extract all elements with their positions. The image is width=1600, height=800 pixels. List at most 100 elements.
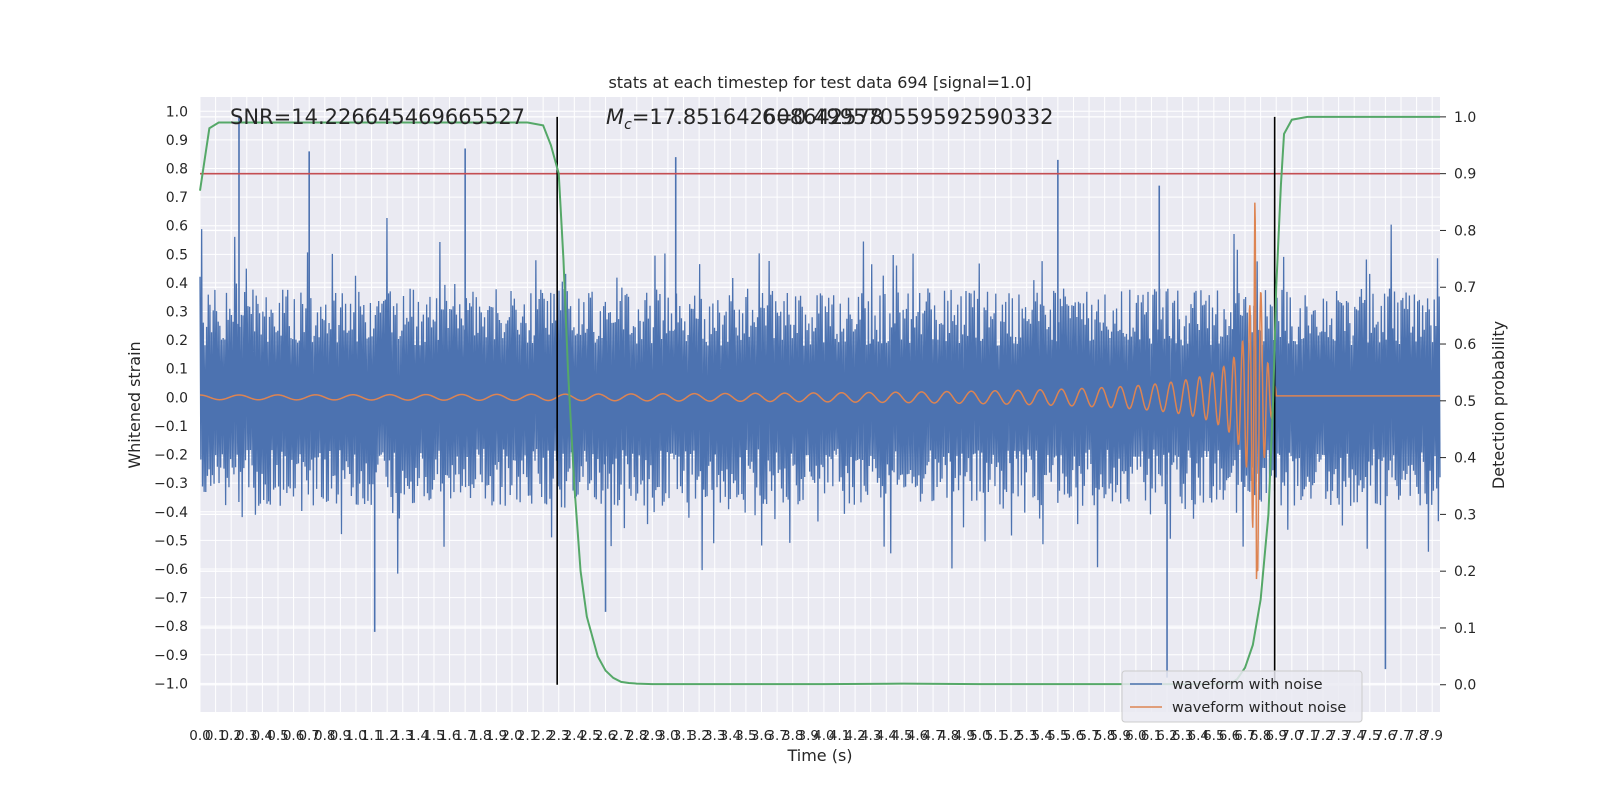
x-tick-label: 4.7: [922, 728, 943, 744]
x-tick-label: 5.0: [969, 728, 990, 744]
x-tick-label: 4.8: [938, 728, 959, 744]
x-tick-label: 3.5: [735, 728, 756, 744]
x-tick-label: 1.9: [486, 728, 507, 744]
chirp-mass-annotation: Mc=17.851642608642578: [606, 105, 883, 133]
x-tick-label: 2.7: [610, 728, 631, 744]
x-tick-label: 4.2: [844, 728, 865, 744]
y-tick-label: 0.7: [166, 190, 188, 206]
x-tick-label: 0.7: [298, 728, 319, 744]
y-tick-label: −0.4: [154, 505, 188, 521]
x-tick-label: 2.4: [564, 728, 585, 744]
y-tick-label: −0.5: [154, 533, 188, 549]
x-tick-label: 0.3: [236, 728, 257, 744]
x-tick-label: 5.3: [1016, 728, 1037, 744]
y-tick-label: 0.4: [166, 276, 188, 292]
x-tick-label: 2.0: [501, 728, 522, 744]
chirp-mass-subscript: c: [624, 117, 632, 133]
x-tick-label: 7.7: [1390, 728, 1411, 744]
x-tick-label: 5.6: [1063, 728, 1084, 744]
x-tick-label: 3.7: [766, 728, 787, 744]
chirp-mass-value: =17.851642608642578: [632, 105, 883, 129]
x-tick-label: 0.6: [283, 728, 304, 744]
legend: waveform with noise waveform without noi…: [1121, 670, 1363, 723]
x-tick-label: 7.6: [1375, 728, 1396, 744]
y-tick-label: −0.3: [154, 476, 188, 492]
y-tick-label: −1.0: [154, 676, 188, 692]
x-tick-label: 4.4: [876, 728, 897, 744]
x-tick-label: 3.6: [751, 728, 772, 744]
x-tick-label: 6.5: [1203, 728, 1224, 744]
chart-title: stats at each timestep for test data 694…: [608, 73, 1031, 92]
x-tick-label: 0.8: [314, 728, 335, 744]
y2-tick-label: 0.3: [1454, 507, 1476, 523]
x-tick-label: 3.4: [720, 728, 741, 744]
legend-signal-label: waveform without noise: [1172, 700, 1346, 716]
x-tick-label: 7.4: [1343, 728, 1364, 744]
y-tick-label: 0.3: [166, 305, 188, 321]
probability-line: [199, 115, 1440, 686]
chirp-mass-symbol: M: [606, 105, 624, 129]
noise-waveform-line: [199, 218, 1441, 574]
x-tick-label: 5.9: [1110, 728, 1131, 744]
x-tick-label: 2.8: [626, 728, 647, 744]
x-tick-label: 0.2: [220, 728, 241, 744]
x-tick-label: 7.3: [1328, 728, 1349, 744]
x-tick-label: 5.2: [1000, 728, 1021, 744]
x-tick-label: 6.9: [1265, 728, 1286, 744]
y2-tick-labels: 1.0 0.9 0.8 0.7 0.6 0.5 0.4 0.3 0.2 0.1 0.0: [1440, 110, 1476, 694]
x-tick-label: 2.1: [517, 728, 538, 744]
signal-waveform-line: [199, 202, 1440, 580]
x-tick-label: 7.9: [1421, 728, 1442, 744]
x-tick-label: 4.5: [891, 728, 912, 744]
x-tick-label: 1.2: [376, 728, 397, 744]
x-tick-label: 6.8: [1250, 728, 1271, 744]
x-tick-label: 5.8: [1094, 728, 1115, 744]
y-tick-label: 0.9: [166, 133, 188, 149]
x-axis-label: Time (s): [786, 746, 852, 765]
x-tick-label: 5.4: [1032, 728, 1053, 744]
x-tick-label: 1.7: [454, 728, 475, 744]
y-tick-label: −0.6: [154, 562, 188, 578]
legend-box: [1121, 670, 1363, 723]
x-tick-label: 3.9: [798, 728, 819, 744]
x-tick-label: 7.8: [1406, 728, 1427, 744]
y2-tick-label: 1.0: [1454, 110, 1476, 126]
y-tick-label: −0.2: [154, 448, 188, 464]
x-tick-label: 1.4: [408, 728, 429, 744]
x-tick-label: 6.3: [1172, 728, 1193, 744]
x-tick-label: 4.9: [954, 728, 975, 744]
x-tick-label: 6.1: [1141, 728, 1162, 744]
x-tick-label: 7.5: [1359, 728, 1380, 744]
x-tick-label: 6.2: [1156, 728, 1177, 744]
x-tick-label: 5.1: [985, 728, 1006, 744]
x-tick-label: 6.4: [1187, 728, 1208, 744]
x-tick-label: 7.1: [1297, 728, 1318, 744]
x-tick-labels: 0.00.10.20.30.40.50.60.70.80.91.01.11.21…: [189, 728, 1443, 744]
detection-probability-series: [199, 115, 1440, 686]
x-tick-label: 3.0: [657, 728, 678, 744]
y2-tick-label: 0.1: [1454, 621, 1476, 637]
x-tick-label: 0.9: [330, 728, 351, 744]
x-tick-label: 2.5: [579, 728, 600, 744]
y2-tick-label: 0.9: [1454, 167, 1476, 183]
y-tick-label: 0.2: [166, 333, 188, 349]
y2-tick-label: 0.6: [1454, 337, 1476, 353]
y-tick-labels: 1.0 0.9 0.8 0.7 0.6 0.5 0.4 0.3 0.2 0.1 0.0 −0.1 −0.…: [154, 104, 188, 692]
x-tick-label: 0.0: [189, 728, 210, 744]
x-tick-label: 2.9: [642, 728, 663, 744]
x-tick-label: 1.8: [470, 728, 491, 744]
y-tick-label: −0.1: [154, 419, 188, 435]
y-tick-label: 0.0: [166, 390, 188, 406]
x-tick-label: 4.3: [860, 728, 881, 744]
x-tick-label: 2.2: [532, 728, 553, 744]
y-tick-label: 0.5: [166, 247, 188, 263]
legend-noise-label: waveform with noise: [1172, 677, 1323, 693]
x-tick-label: 3.2: [688, 728, 709, 744]
x-tick-label: 6.7: [1234, 728, 1255, 744]
x-tick-label: 1.6: [439, 728, 460, 744]
x-tick-label: 5.5: [1047, 728, 1068, 744]
x-tick-label: 7.0: [1281, 728, 1302, 744]
x-tick-label: 2.6: [595, 728, 616, 744]
x-tick-label: 1.5: [423, 728, 444, 744]
